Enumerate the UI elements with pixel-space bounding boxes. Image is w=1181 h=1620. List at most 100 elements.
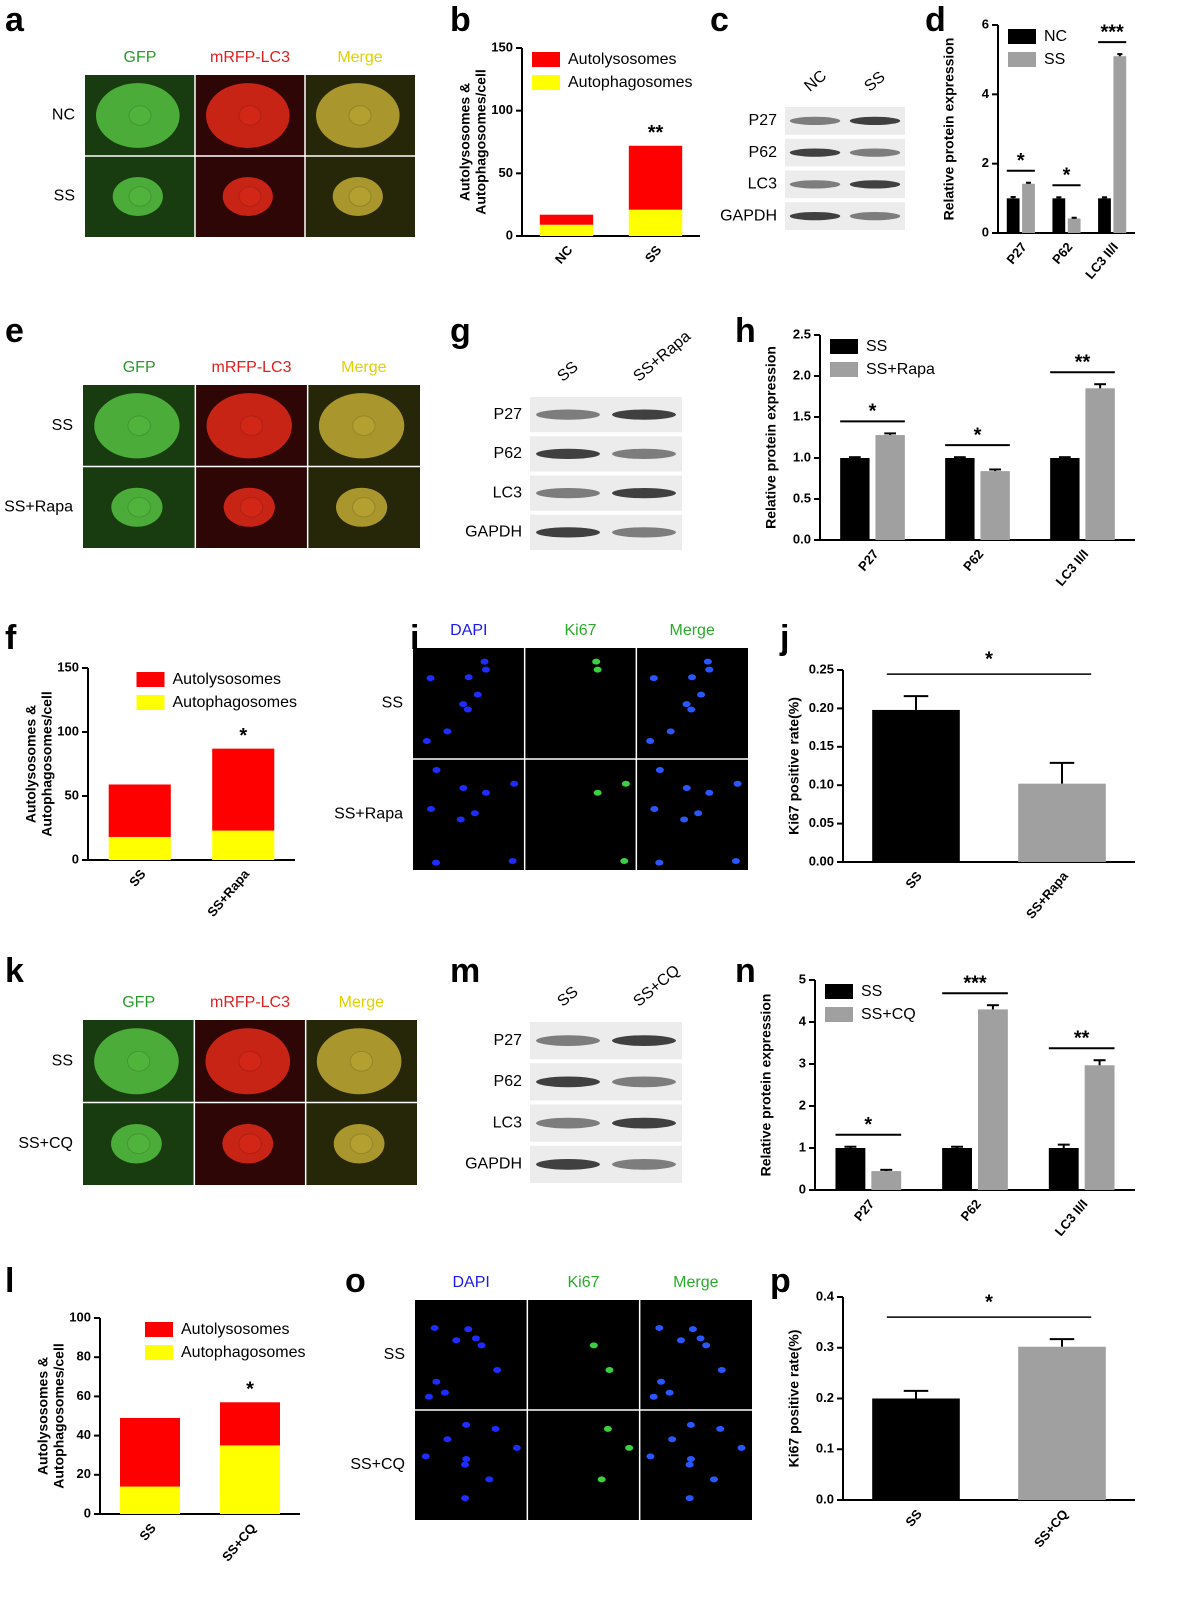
legend-label: SS+Rapa [866, 361, 935, 378]
y-tick-label: 2.5 [793, 326, 811, 341]
bar [1052, 198, 1066, 233]
legend-label: Autolysosomes [181, 1321, 290, 1338]
panel-letter: d [925, 1, 946, 39]
y-tick-label: 100 [69, 1309, 91, 1324]
y-tick-label: 0.15 [809, 738, 834, 753]
panel-letter: p [770, 1262, 791, 1300]
nucleus-dot [668, 1436, 677, 1443]
nucleus-dot [646, 1453, 655, 1460]
band [536, 527, 600, 538]
y-tick-label: 50 [499, 165, 513, 180]
band [849, 180, 901, 189]
nucleus-dot [537, 1393, 546, 1400]
lane-label: SS+Rapa [630, 328, 694, 385]
column-label: GFP [122, 994, 155, 1011]
nucleus-dot [705, 789, 714, 796]
nucleus-dot [570, 701, 579, 708]
nucleus-dot [620, 858, 629, 865]
legend-label: NC [1044, 28, 1067, 45]
bar-segment [108, 784, 171, 837]
significance: * [985, 648, 993, 670]
band [849, 211, 901, 221]
nucleus [348, 105, 372, 126]
nucleus-dot [650, 805, 659, 812]
micrograph [415, 1300, 528, 1410]
row-label: P27 [494, 1032, 523, 1049]
micrograph [527, 1300, 640, 1410]
nucleus-dot [491, 1425, 500, 1432]
panel-letter: c [710, 1, 729, 39]
panel-letter: g [450, 312, 471, 350]
nucleus-dot [705, 666, 714, 673]
bar-segment [220, 1402, 280, 1446]
nucleus [128, 105, 152, 126]
panel-letter: b [450, 1, 471, 39]
nucleus-dot [426, 675, 435, 682]
legend-swatch [1008, 52, 1036, 67]
significance: * [869, 401, 877, 423]
legend-label: Autolysosomes [173, 671, 282, 688]
row-label: SS [382, 695, 403, 712]
legend-swatch [145, 1345, 173, 1360]
nucleus [239, 415, 264, 437]
y-tick-label: 0.2 [816, 1390, 834, 1405]
column-label: GFP [124, 49, 157, 66]
bar-segment [120, 1417, 180, 1487]
bar [945, 458, 975, 540]
bar [1085, 388, 1115, 540]
bar [872, 709, 960, 862]
legend-swatch [136, 672, 165, 687]
y-tick-label: 1.5 [793, 408, 811, 423]
nucleus-dot [733, 780, 742, 787]
y-tick-label: 60 [77, 1388, 91, 1403]
nucleus [127, 415, 151, 437]
y-tick-label: 0.10 [809, 777, 834, 792]
nucleus-dot [452, 1337, 461, 1344]
y-tick-label: 1.0 [793, 449, 811, 464]
row-label: P27 [494, 406, 523, 423]
nucleus-dot [694, 810, 703, 817]
micrograph [527, 1410, 640, 1520]
nucleus-dot [538, 805, 547, 812]
bar [1048, 1148, 1079, 1190]
legend-label: Autophagosomes [568, 74, 693, 91]
nucleus-dot [649, 675, 658, 682]
nucleus-dot [459, 701, 468, 708]
micrograph [413, 759, 525, 870]
y-tick-label: 6 [982, 16, 989, 31]
y-tick-label: 0.00 [809, 853, 834, 868]
nucleus-dot [573, 1495, 582, 1502]
nucleus-dot [682, 701, 691, 708]
nucleus-dot [625, 1444, 634, 1451]
micrograph [636, 648, 748, 759]
y-axis-label: Autolysosomes & [35, 1357, 51, 1475]
nucleus-dot [512, 1444, 521, 1451]
y-axis-label: Autolysosomes & [23, 705, 39, 823]
bar-segment [539, 224, 594, 236]
column-label: Merge [673, 1274, 718, 1291]
micrograph [639, 1410, 752, 1520]
row-label: SS+Rapa [4, 498, 73, 515]
y-tick-label: 0.20 [809, 700, 834, 715]
nucleus [127, 1050, 151, 1072]
panel-letter: a [5, 1, 25, 39]
bar [875, 435, 905, 540]
nucleus-dot [574, 1421, 583, 1428]
nucleus-dot [534, 1453, 543, 1460]
bar [1113, 56, 1127, 234]
x-tick-label: P27 [855, 546, 881, 573]
row-label: SS+Rapa [334, 806, 403, 823]
bar [1050, 458, 1080, 540]
micrograph [524, 648, 637, 759]
bar-segment [212, 830, 275, 860]
row-label: GAPDH [720, 207, 777, 224]
micrograph [639, 1300, 752, 1410]
y-tick-label: 0 [799, 1181, 806, 1196]
nucleus-dot [422, 738, 431, 745]
nucleus-dot [555, 1436, 564, 1443]
nucleus-dot [431, 859, 440, 866]
column-label: mRFP-LC3 [210, 49, 290, 66]
nucleus-dot [731, 858, 740, 865]
panel-letter: j [779, 619, 789, 657]
bar-segment [212, 748, 275, 831]
